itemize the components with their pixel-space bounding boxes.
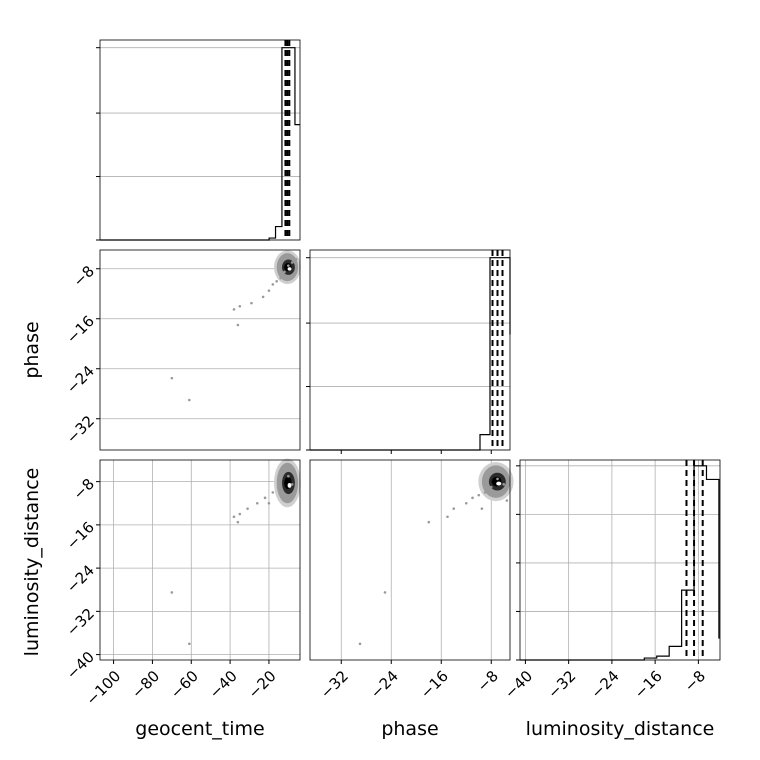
ylabel-luminosity_distance: luminosity_distance [21,468,43,657]
scatter-point [480,507,484,510]
panel-frame [309,459,511,661]
x-tick-label: −32 [544,667,579,702]
scatter-point [263,496,267,500]
scatter-point [232,515,236,519]
scatter-point [290,261,294,264]
x-tick-label: −8 [474,667,502,695]
y-tick-label: −40 [63,648,98,683]
scatter-point [290,483,294,486]
scatter-point [383,591,387,594]
panel-hist-geocent_time [96,39,301,241]
y-tick-label: −8 [70,262,98,290]
scatter-point [275,279,278,283]
panel-frame [519,459,721,661]
scatter-point [188,398,191,402]
y-tick-label: −32 [63,412,98,447]
scatter-point [502,483,506,486]
density-contour-hole [496,481,502,486]
scatter-point [505,499,509,502]
xlabel-geocent_time: geocent_time [135,718,264,740]
scatter-point [427,520,431,524]
scatter-point [279,488,282,492]
panel-hist-luminosity_distance: −40 −32 −24 −16 −8 [501,459,721,702]
x-tick-label: −40 [206,667,241,702]
density-contour-hole [287,482,292,488]
scatter-point [496,477,499,481]
xlabel-phase: phase [381,718,438,740]
panel-frame [99,39,301,241]
scatter-point [238,512,242,516]
xlabel-luminosity_distance: luminosity_distance [526,718,715,740]
scatter-point [261,295,265,299]
x-tick-label: −24 [588,667,623,702]
scatter-point [452,507,456,510]
x-tick-label: −60 [167,667,202,702]
density-region [274,250,301,285]
scatter-point [255,501,259,505]
scatter-point [236,520,240,524]
scatter-point [446,515,449,519]
panel-scatter-geocent_time-phase: −32 −24 −16 −8 [63,249,301,451]
panel-scatter-geocent_time-luminosity_distance: −40−32−24−16−8−100 −80 −60 −40 −20 [63,458,301,709]
scatter-point [267,501,271,505]
density-region [478,462,514,502]
y-tick-label: −16 [63,518,98,553]
scatter-point [238,304,242,308]
scatter-point [267,289,271,292]
histogram-step [310,257,511,451]
panel-frame [309,249,511,451]
scatter-point [483,491,487,494]
scatter-point [279,276,282,280]
density-region [274,458,301,508]
scatter-point [246,507,249,510]
x-tick-label: −24 [367,667,402,702]
scatter-point [287,264,290,267]
y-tick-label: −24 [63,362,98,397]
y-tick-label: −8 [70,475,98,503]
panels: −32−24−16−8−40−32−24−16−8−100 −80 −60 −40 −2… [63,39,721,709]
scatter-point [287,474,290,478]
panel-hist-phase [306,249,511,454]
panel-frame [99,249,301,451]
panel-frame [99,459,301,661]
scatter-point [170,376,174,380]
x-tick-label: −8 [681,667,709,695]
x-tick-label: −40 [501,667,536,702]
scatter-point [464,501,468,505]
y-tick-label: −16 [63,312,98,347]
scatter-point [236,323,240,327]
x-tick-label: −32 [317,667,352,702]
scatter-point [188,642,191,646]
x-tick-label: −20 [245,667,280,702]
scatter-point [294,258,298,261]
scatter-point [489,485,493,489]
scatter-point [477,493,481,497]
scatter-point [358,642,362,646]
panel-scatter-phase-luminosity_distance: −32 −24 −16 −8 [309,459,514,702]
histogram-step [100,47,300,241]
density-contour-hole [287,267,292,271]
y-tick-label: −32 [63,605,98,640]
scatter-point [170,591,174,594]
scatter-point [283,270,286,274]
scatter-point [294,485,298,489]
scatter-point [271,283,275,286]
scatter-point [271,491,275,494]
y-tick-label: −24 [63,561,98,596]
x-tick-label: −16 [631,667,666,702]
scatter-point [250,301,253,305]
scatter-point [471,496,474,500]
x-tick-label: −16 [417,667,452,702]
ylabel-phase: phase [21,321,43,378]
scatter-point [232,308,236,311]
scatter-point [283,493,286,497]
x-tick-label: −80 [128,667,163,702]
x-tick-label: −100 [82,667,124,709]
